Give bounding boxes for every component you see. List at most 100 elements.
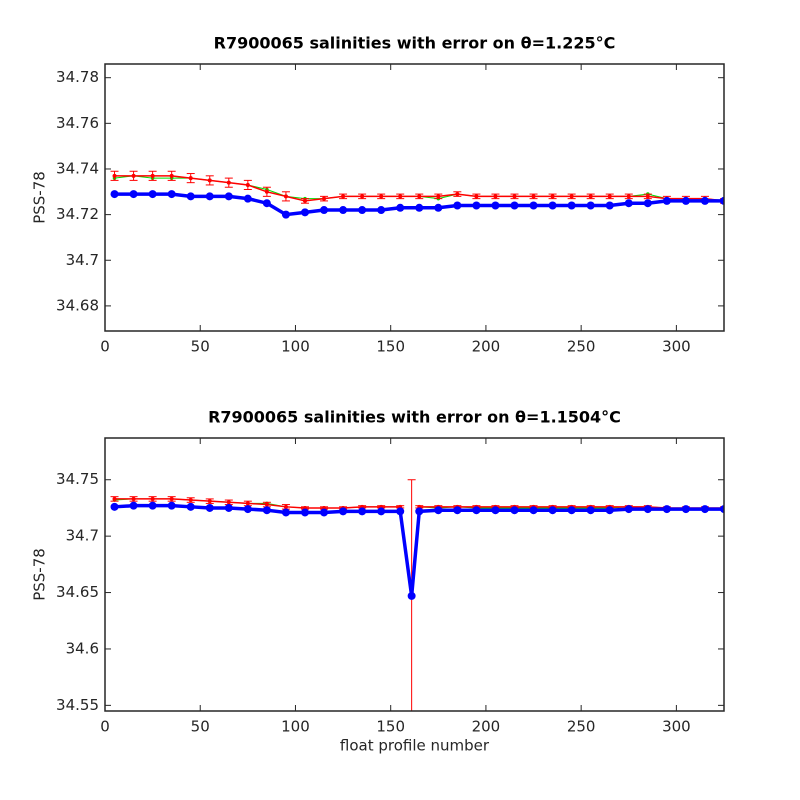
data-point bbox=[150, 496, 155, 501]
data-point bbox=[493, 194, 498, 199]
data-point bbox=[320, 508, 329, 517]
data-point bbox=[548, 506, 557, 515]
data-point bbox=[607, 194, 612, 199]
data-point bbox=[186, 502, 195, 511]
data-point bbox=[224, 192, 233, 201]
plot-area bbox=[110, 170, 724, 219]
x-tick-label: 150 bbox=[376, 718, 405, 736]
x-tick-label: 150 bbox=[376, 338, 405, 356]
data-point bbox=[224, 503, 233, 512]
data-point bbox=[605, 201, 614, 210]
y-axis-label: PSS-78 bbox=[31, 548, 49, 601]
data-point bbox=[226, 500, 231, 505]
x-tick-label: 0 bbox=[100, 718, 110, 736]
data-point bbox=[112, 173, 117, 178]
data-point bbox=[167, 501, 176, 510]
data-point bbox=[169, 496, 174, 501]
y-tick-label: 34.78 bbox=[56, 68, 99, 86]
data-point bbox=[529, 201, 538, 210]
data-point bbox=[358, 206, 367, 215]
x-tick-label: 50 bbox=[191, 338, 210, 356]
data-point bbox=[339, 507, 348, 516]
data-point bbox=[205, 192, 214, 201]
data-point bbox=[415, 203, 424, 212]
data-point bbox=[169, 173, 174, 178]
data-point bbox=[262, 199, 271, 208]
data-point bbox=[188, 498, 193, 503]
data-point bbox=[407, 591, 416, 600]
data-point bbox=[262, 506, 271, 515]
data-point bbox=[300, 208, 309, 217]
data-point bbox=[396, 507, 405, 516]
x-tick-label: 100 bbox=[281, 718, 310, 736]
data-point bbox=[586, 506, 595, 515]
data-point bbox=[491, 506, 500, 515]
data-point bbox=[529, 506, 538, 515]
data-point bbox=[129, 190, 138, 199]
data-point bbox=[112, 496, 117, 501]
data-point bbox=[472, 201, 481, 210]
y-tick-label: 34.75 bbox=[56, 470, 99, 488]
data-point bbox=[643, 199, 652, 208]
subplot: R7900065 salinities with error on θ=1.22… bbox=[31, 34, 725, 356]
x-tick-label: 300 bbox=[662, 338, 691, 356]
data-point bbox=[264, 502, 269, 507]
data-point bbox=[720, 196, 724, 205]
axes-frame bbox=[104, 63, 725, 332]
data-point bbox=[243, 505, 252, 514]
data-point bbox=[415, 507, 424, 516]
x-tick-label: 100 bbox=[281, 338, 310, 356]
data-point bbox=[339, 206, 348, 215]
data-point bbox=[434, 506, 443, 515]
y-tick-label: 34.72 bbox=[56, 205, 99, 223]
data-point bbox=[645, 194, 650, 199]
data-point bbox=[283, 504, 288, 509]
data-point bbox=[662, 505, 671, 514]
data-point bbox=[605, 506, 614, 515]
data-point bbox=[474, 194, 479, 199]
data-point bbox=[207, 178, 212, 183]
y-tick-label: 34.68 bbox=[56, 296, 99, 314]
data-point bbox=[588, 194, 593, 199]
data-point bbox=[360, 194, 365, 199]
data-point bbox=[320, 206, 329, 215]
x-tick-label: 250 bbox=[567, 718, 596, 736]
x-tick-label: 50 bbox=[191, 718, 210, 736]
data-point bbox=[567, 201, 576, 210]
data-point bbox=[662, 196, 671, 205]
y-tick-label: 34.7 bbox=[66, 251, 99, 269]
data-point bbox=[434, 203, 443, 212]
data-point bbox=[436, 194, 441, 199]
data-point bbox=[567, 506, 576, 515]
data-point bbox=[148, 190, 157, 199]
data-point bbox=[322, 196, 327, 201]
data-point bbox=[512, 194, 517, 199]
data-point bbox=[417, 194, 422, 199]
data-point bbox=[510, 506, 519, 515]
x-tick-label: 200 bbox=[472, 338, 501, 356]
data-point bbox=[243, 194, 252, 203]
x-tick-label: 300 bbox=[662, 718, 691, 736]
data-point bbox=[379, 194, 384, 199]
data-point bbox=[700, 505, 709, 514]
subplot: R7900065 salinities with error on θ=1.15… bbox=[31, 408, 725, 755]
data-point bbox=[245, 501, 250, 506]
x-tick-label: 200 bbox=[472, 718, 501, 736]
data-point bbox=[398, 194, 403, 199]
data-point bbox=[283, 194, 288, 199]
chart-title: R7900065 salinities with error on θ=1.22… bbox=[214, 34, 616, 53]
y-tick-label: 34.7 bbox=[66, 527, 99, 545]
plot-area bbox=[110, 479, 724, 711]
data-point bbox=[131, 173, 136, 178]
data-point bbox=[129, 501, 138, 510]
data-point bbox=[681, 196, 690, 205]
data-point bbox=[110, 502, 119, 511]
data-point bbox=[720, 505, 724, 514]
y-axis-label: PSS-78 bbox=[31, 171, 49, 224]
data-point bbox=[396, 203, 405, 212]
data-point bbox=[550, 194, 555, 199]
axes-frame bbox=[104, 437, 725, 712]
data-point bbox=[167, 190, 176, 199]
x-axis-label: float profile number bbox=[340, 737, 490, 755]
data-point bbox=[226, 180, 231, 185]
